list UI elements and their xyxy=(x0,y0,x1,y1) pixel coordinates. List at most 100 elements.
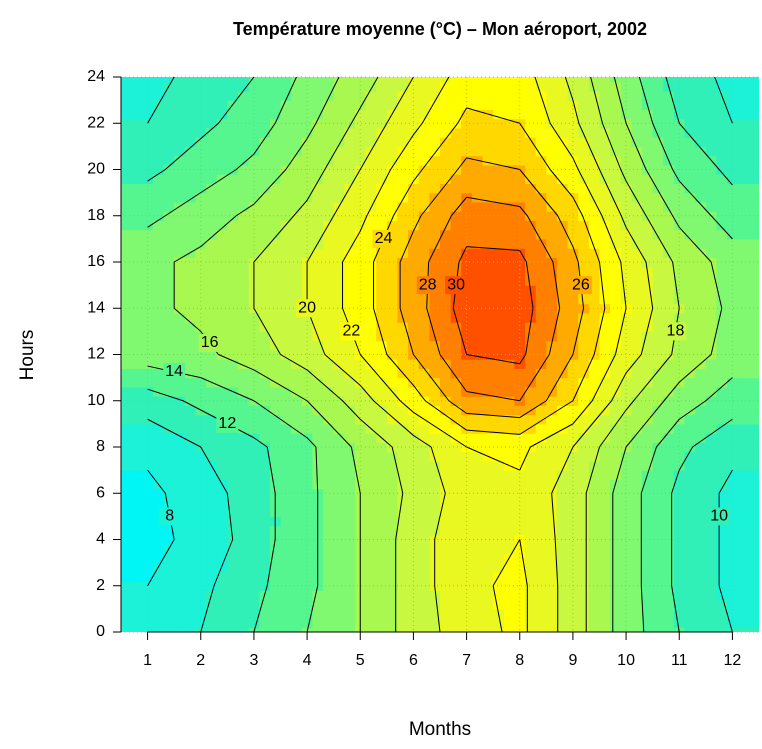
contour-fill-cell xyxy=(450,581,462,591)
contour-fill-cell xyxy=(269,312,282,323)
contour-fill-cell xyxy=(323,405,335,416)
contour-fill-cell xyxy=(535,201,547,212)
contour-fill-cell xyxy=(748,229,759,240)
contour-fill-cell xyxy=(535,155,547,166)
contour-fill-cell xyxy=(440,479,452,490)
contour-fill-cell xyxy=(737,516,749,527)
contour-fill-cell xyxy=(174,608,186,619)
contour-fill-cell xyxy=(727,54,738,64)
contour-fill-cell xyxy=(663,90,675,101)
contour-fill-cell xyxy=(588,470,601,480)
contour-fill-cell xyxy=(302,54,313,64)
contour-fill-cell xyxy=(333,294,345,305)
contour-fill-cell xyxy=(152,396,165,406)
contour-fill-cell xyxy=(535,423,547,434)
contour-fill-cell xyxy=(301,553,313,564)
contour-fill-cell xyxy=(419,63,430,73)
contour-fill-cell xyxy=(461,81,473,92)
contour-fill-cell xyxy=(716,396,728,406)
contour-fill-cell xyxy=(280,257,292,268)
contour-fill-cell xyxy=(440,127,452,138)
contour-fill-cell xyxy=(323,109,335,120)
contour-fill-cell xyxy=(163,192,175,203)
contour-fill-cell xyxy=(525,433,537,443)
contour-fill-cell xyxy=(684,331,696,342)
contour-fill-cell xyxy=(365,590,377,601)
contour-fill-cell xyxy=(493,599,505,610)
contour-fill-cell xyxy=(397,516,409,527)
contour-label-bg xyxy=(163,362,186,381)
contour-fill-cell xyxy=(301,405,313,416)
contour-fill-cell xyxy=(386,201,399,212)
contour-fill-cell xyxy=(503,109,516,120)
contour-fill-cell xyxy=(280,590,292,601)
contour-fill-cell xyxy=(663,451,675,462)
contour-fill-cell xyxy=(620,146,632,157)
contour-fill-cell xyxy=(610,618,622,628)
contour-fill-cell xyxy=(471,423,484,434)
contour-fill-cell xyxy=(450,340,462,351)
contour-fill-cell xyxy=(621,63,632,73)
contour-fill-cell xyxy=(588,497,601,508)
contour-fill-cell xyxy=(482,553,494,564)
contour-fill-cell xyxy=(631,405,643,416)
contour-fill-cell xyxy=(163,127,175,138)
contour-fill-cell xyxy=(620,155,632,166)
contour-fill-cell xyxy=(429,359,441,369)
contour-fill-cell xyxy=(142,377,154,388)
contour-fill-cell xyxy=(142,405,154,416)
contour-fill-cell xyxy=(280,155,292,166)
contour-fill-cell xyxy=(705,164,718,175)
contour-fill-cell xyxy=(163,174,175,184)
contour-fill-cell xyxy=(483,54,494,64)
contour-fill-cell xyxy=(514,229,526,240)
contour-fill-cell xyxy=(333,238,345,249)
contour-fill-cell xyxy=(588,414,601,425)
contour-fill-cell xyxy=(301,497,313,508)
contour-fill-cell xyxy=(440,90,452,101)
contour-fill-cell xyxy=(216,581,228,591)
contour-fill-cell xyxy=(642,90,654,101)
contour-fill-cell xyxy=(386,312,399,323)
contour-fill-cell xyxy=(514,590,526,601)
contour-fill-cell xyxy=(121,507,133,517)
contour-fill-cell xyxy=(206,109,218,120)
contour-fill-cell xyxy=(376,340,388,351)
contour-fill-cell xyxy=(705,414,718,425)
contour-fill-cell xyxy=(227,266,239,277)
contour-fill-cell xyxy=(344,646,355,656)
contour-fill-cell xyxy=(323,192,335,203)
contour-fill-cell xyxy=(705,451,718,462)
contour-fill-cell xyxy=(280,303,292,314)
contour-fill-cell xyxy=(152,414,165,425)
contour-fill-cell xyxy=(450,211,462,221)
contour-fill-cell xyxy=(227,544,239,554)
contour-fill-cell xyxy=(684,377,696,388)
contour-fill-cell xyxy=(695,368,707,379)
contour-fill-cell xyxy=(397,608,409,619)
contour-fill-cell xyxy=(418,516,430,527)
contour-fill-cell xyxy=(206,405,218,416)
contour-fill-cell xyxy=(291,248,303,258)
contour-fill-cell xyxy=(663,590,675,601)
contour-fill-cell xyxy=(642,553,654,564)
contour-fill-cell xyxy=(631,386,643,397)
contour-fill-cell xyxy=(131,77,143,83)
contour-fill-cell xyxy=(323,534,335,545)
contour-fill-cell xyxy=(493,63,504,73)
contour-fill-cell xyxy=(248,137,260,147)
contour-fill-cell xyxy=(684,405,696,416)
contour-fill-cell xyxy=(642,275,654,286)
contour-fill-cell xyxy=(461,405,473,416)
contour-fill-cell xyxy=(684,164,696,175)
contour-fill-cell xyxy=(376,312,388,323)
contour-fill-cell xyxy=(525,618,537,628)
contour-fill-cell xyxy=(600,54,611,64)
contour-fill-cell xyxy=(206,201,218,212)
contour-fill-cell xyxy=(588,451,601,462)
contour-fill-cell xyxy=(269,81,282,92)
contour-fill-cell xyxy=(418,451,430,462)
contour-fill-cell xyxy=(748,174,759,184)
contour-fill-cell xyxy=(323,433,335,443)
contour-fill-cell xyxy=(344,377,356,388)
